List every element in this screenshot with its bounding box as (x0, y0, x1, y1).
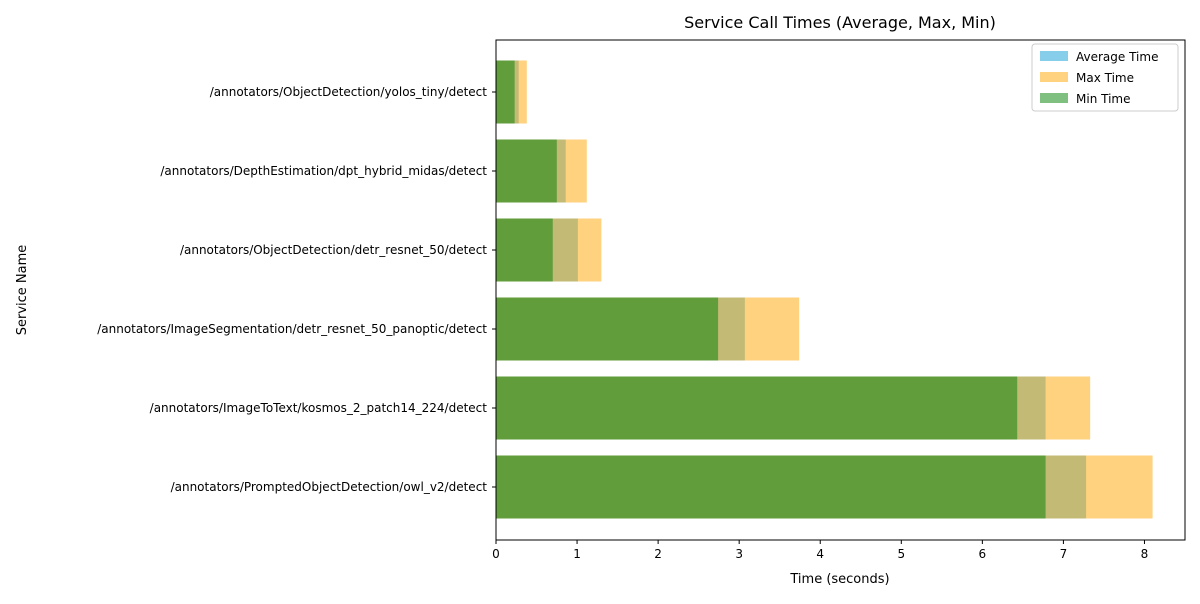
x-tick-label: 2 (654, 547, 662, 561)
y-axis-label: Service Name (15, 245, 30, 336)
x-tick-label: 1 (573, 547, 581, 561)
chart-title: Service Call Times (Average, Max, Min) (684, 13, 996, 32)
x-tick-label: 3 (735, 547, 743, 561)
plot-frame (495, 39, 1186, 541)
bar-min-time-2 (496, 297, 719, 361)
bar-min-time-1 (496, 376, 1018, 440)
axes-layer: 0 1 2 3 4 5 6 7 8/annotators/PromptedObjectDetec… (97, 39, 1186, 561)
y-tick-label: /annotators/ObjectDetection/yolos_tiny/d… (210, 85, 488, 99)
bar-min-time-3 (496, 218, 553, 282)
bars-layer (496, 60, 1153, 519)
y-tick-label: /annotators/ImageToText/kosmos_2_patch14… (150, 401, 488, 415)
x-tick-label: 7 (1060, 547, 1068, 561)
legend-label: Min Time (1076, 92, 1130, 106)
x-tick-label: 0 (492, 547, 500, 561)
y-tick-label: /annotators/ObjectDetection/detr_resnet_… (180, 243, 487, 257)
y-tick-label: /annotators/DepthEstimation/dpt_hybrid_m… (160, 164, 487, 178)
legend-box (1031, 43, 1179, 112)
bar-min-time-5 (496, 60, 515, 124)
legend-swatch (1040, 93, 1068, 103)
bar-min-time-4 (496, 139, 557, 203)
legend: Average Time Max Time Min Time (1031, 43, 1179, 112)
x-tick-label: 5 (897, 547, 905, 561)
x-tick-label: 6 (979, 547, 987, 561)
x-tick-label: 8 (1141, 547, 1149, 561)
y-tick-label: /annotators/PromptedObjectDetection/owl_… (171, 480, 488, 494)
bar-min-time-0 (496, 455, 1046, 519)
x-axis-label: Time (seconds) (789, 572, 889, 587)
y-tick-label: /annotators/ImageSegmentation/detr_resne… (97, 322, 487, 336)
legend-swatch (1040, 72, 1068, 82)
legend-label: Average Time (1076, 50, 1158, 64)
legend-label: Max Time (1076, 71, 1134, 85)
legend-swatch (1040, 51, 1068, 61)
x-tick-label: 4 (816, 547, 824, 561)
